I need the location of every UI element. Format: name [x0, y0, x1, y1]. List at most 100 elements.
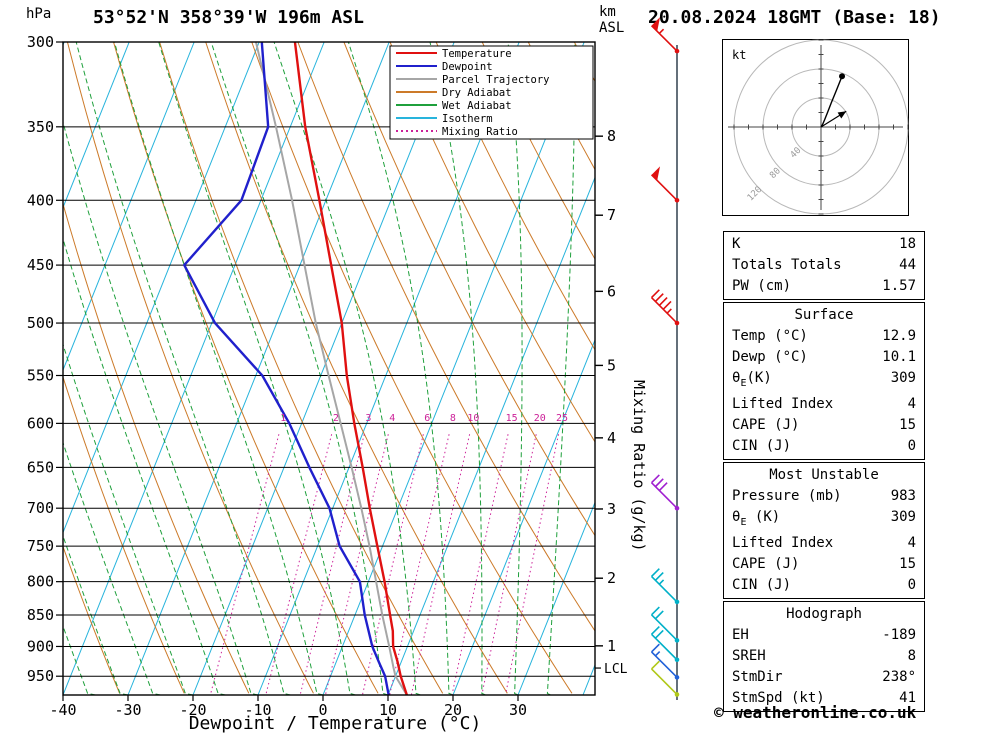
mixing-ratio-labels: 1 2 3 4 6 8 10 15 20 25 [280, 413, 568, 424]
legend-label: Parcel Trajectory [442, 74, 549, 86]
index-value: 309 [890, 370, 916, 386]
temperature-curve [293, 42, 408, 695]
indices-row: Lifted Index 4 [724, 394, 924, 415]
profiles [183, 42, 408, 695]
isotherm-line [127, 42, 390, 695]
isotherm-line [63, 42, 260, 534]
mixing-ratio-line [481, 434, 537, 695]
index-label: CAPE (J) [732, 555, 800, 572]
index-value: 10.1 [882, 349, 916, 365]
wind-barb [650, 643, 680, 680]
parcel-trajectory-curve [254, 42, 408, 695]
dry-adiabat-line [297, 42, 595, 632]
index-label-subscript: E [740, 377, 747, 389]
wet-adiabat-line [63, 342, 194, 695]
pressure-tick-label: 950 [27, 667, 54, 685]
wet-adiabat-line [210, 42, 389, 695]
mixing-ratio-label: 2 [333, 413, 339, 424]
hodograph-unit-label: kt [732, 48, 746, 62]
wind-barb-column [650, 17, 680, 700]
height-axis-unit: km ASL [599, 4, 624, 36]
dry-adiabat-line [63, 375, 185, 694]
x-tick-label: -40 [49, 701, 76, 719]
indices-row: CAPE (J) 15 [724, 554, 924, 575]
index-value: 238° [882, 668, 916, 685]
indices-box-title: Most Unstable [769, 466, 879, 483]
wet-adiabat-line [507, 42, 523, 695]
indices-row: Dewp (°C) 10.1 [724, 347, 924, 368]
wind-barb [650, 17, 680, 54]
hodograph-trace [820, 75, 843, 128]
indices-box: K 18 Totals Totals 44 PW (cm) 1.57 [723, 231, 925, 300]
mixing-ratio-line [505, 434, 560, 695]
indices-box: Surface Temp (°C) 12.9 Dewp (°C) 10.1 θE(K) 30… [723, 302, 925, 460]
index-label: Dewp (°C) [732, 349, 808, 365]
index-value: 15 [899, 416, 916, 433]
pressure-tick-label: 550 [27, 367, 54, 385]
indices-box-title: Surface [794, 307, 854, 323]
mixing-ratio-line [389, 434, 450, 695]
km-axis: 8 7 6 5 4 3 2 1 LCL [595, 127, 628, 677]
isotherm-line [582, 663, 595, 695]
mixing-ratio-line [299, 434, 365, 695]
pressure-tick-label: 500 [27, 314, 54, 332]
x-tick-label: -20 [179, 701, 206, 719]
index-label: Lifted Index [732, 534, 834, 551]
legend-label: Dry Adiabat [442, 87, 512, 99]
dry-adiabat-line [620, 42, 710, 693]
dry-adiabat-line [251, 42, 573, 694]
km-tick-label: 7 [607, 206, 616, 224]
index-value: 983 [890, 487, 916, 504]
dry-adiabat-lines [63, 42, 710, 694]
legend-label: Mixing Ratio [442, 126, 518, 138]
run-datetime: 20.08.2024 18GMT (Base: 18) [648, 7, 941, 28]
legend-label: Isotherm [442, 113, 493, 125]
x-tick-label: -10 [244, 701, 271, 719]
index-value: 0 [907, 576, 916, 593]
index-label: PW (cm) [732, 278, 792, 294]
index-value: 8 [907, 647, 916, 664]
pressure-tick-label: 900 [27, 637, 54, 655]
legend-label: Dewpoint [442, 61, 493, 73]
wet-adiabat-line [113, 42, 324, 695]
index-value: 18 [899, 236, 916, 252]
x-tick-label: -30 [114, 701, 141, 719]
dry-adiabat-line [205, 42, 508, 694]
wet-adiabat-line [158, 42, 356, 695]
dry-adiabat-line [343, 42, 595, 537]
dry-adiabat-line [435, 42, 595, 351]
index-label: θE (K) [732, 508, 781, 528]
mixing-ratio-label: 15 [506, 413, 518, 424]
copyright: © weatheronline.co.uk [714, 703, 917, 722]
index-value: 4 [907, 534, 916, 551]
km-tick-label: 4 [607, 429, 616, 447]
km-tick-label: 2 [607, 569, 616, 587]
wet-adiabat-lines [63, 42, 576, 695]
pressure-grid: 300 350 400 450 500 550 600 650 700 750 800 850 900 9… [27, 33, 595, 685]
index-label: CIN (J) [732, 576, 792, 593]
mixing-ratio-line [324, 434, 389, 695]
mixing-ratio-label: 20 [534, 413, 546, 424]
index-value: -189 [882, 626, 916, 643]
isotherm-line [517, 501, 595, 695]
indices-row: CIN (J) 0 [724, 575, 924, 596]
isotherm-line [387, 176, 595, 695]
wind-barb [650, 568, 680, 605]
index-label: SREH [732, 647, 766, 664]
legend-label: Wet Adiabat [442, 100, 512, 112]
pressure-tick-label: 750 [27, 537, 54, 555]
mixing-ratio-line [265, 434, 333, 695]
pressure-tick-label: 700 [27, 499, 54, 517]
dry-adiabat-line [481, 42, 595, 260]
x-tick-label: 20 [444, 701, 462, 719]
dry-adiabat-line [113, 42, 379, 694]
indices-row: SREH 8 [724, 646, 924, 667]
pressure-tick-label: 800 [27, 573, 54, 591]
wet-adiabat-line [63, 441, 161, 695]
mixing-ratio-label: 6 [424, 413, 430, 424]
skewt-chart: 3003504004505005506006507007508008509009… [27, 17, 710, 733]
pressure-tick-label: 850 [27, 606, 54, 624]
mixing-ratio-label: 3 [365, 413, 371, 424]
index-label: StmSpd (kt) [732, 689, 825, 706]
